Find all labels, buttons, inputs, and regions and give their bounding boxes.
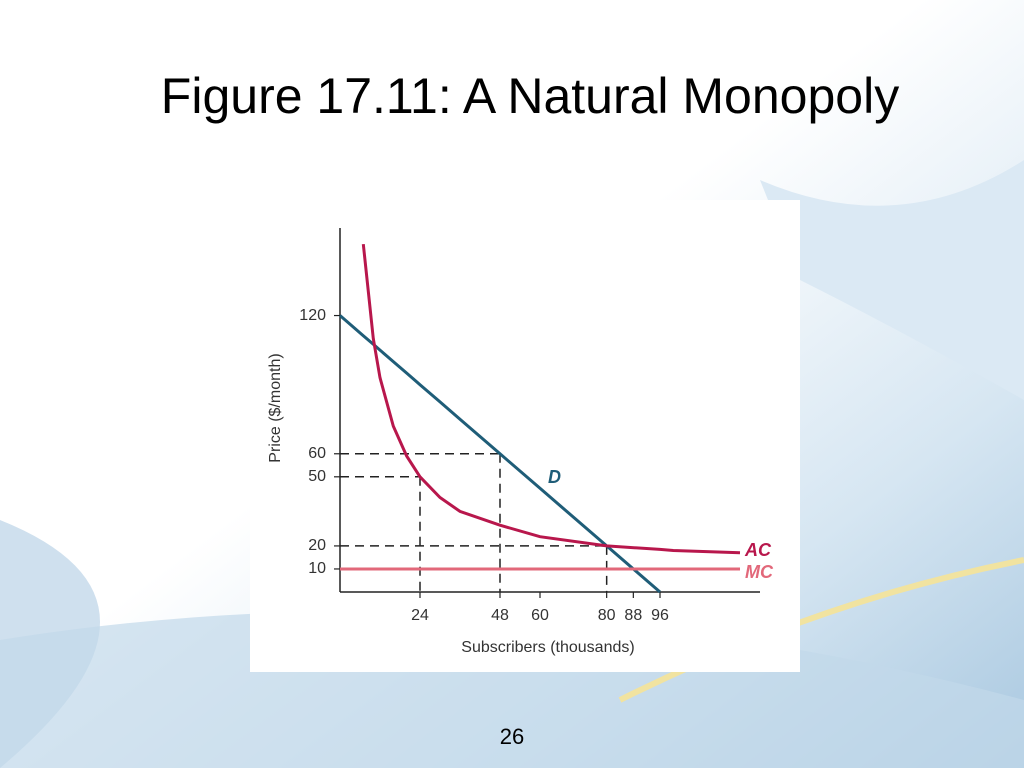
decor [760, 160, 1024, 400]
series-line [361, 243, 741, 555]
x-tick-label: 60 [531, 607, 549, 624]
slide-title: Figure 17.11: A Natural Monopoly [161, 68, 899, 124]
y-tick-label: 120 [299, 307, 326, 324]
y-tick-label: 50 [308, 468, 326, 485]
x-axis-label: Subscribers (thousands) [461, 639, 634, 656]
x-tick-label: 48 [491, 607, 509, 624]
x-tick-label: 24 [411, 607, 429, 624]
x-tick-label: 80 [598, 607, 616, 624]
page-number: 26 [500, 724, 524, 749]
y-axis-label: Price ($/month) [267, 353, 284, 462]
y-tick-label: 10 [308, 560, 326, 577]
x-tick-label: 88 [624, 607, 642, 624]
series-label: D [548, 467, 561, 487]
y-tick-label: 60 [308, 445, 326, 462]
chart-panel [320, 200, 800, 280]
series-label: AC [744, 540, 772, 560]
x-tick-label: 96 [651, 607, 669, 624]
decor [618, 557, 1024, 703]
series-label: MC [745, 562, 774, 582]
y-tick-label: 20 [308, 537, 326, 554]
